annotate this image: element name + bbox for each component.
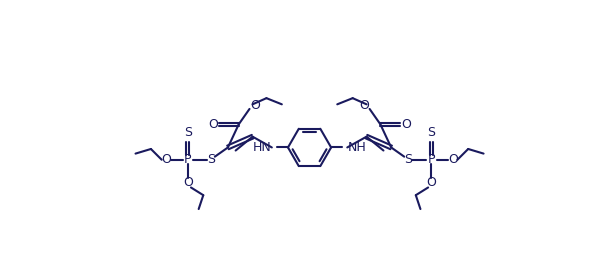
Text: O: O <box>208 118 218 131</box>
Text: O: O <box>183 176 193 189</box>
Text: S: S <box>404 153 412 166</box>
Text: S: S <box>427 126 435 139</box>
Text: P: P <box>184 153 191 166</box>
Text: O: O <box>161 153 172 166</box>
Text: HN: HN <box>253 141 272 154</box>
Text: NH: NH <box>347 141 366 154</box>
Text: O: O <box>448 153 458 166</box>
Text: S: S <box>207 153 215 166</box>
Text: S: S <box>184 126 192 139</box>
Text: O: O <box>426 176 436 189</box>
Text: O: O <box>359 99 369 112</box>
Text: O: O <box>401 118 411 131</box>
Text: P: P <box>428 153 435 166</box>
Text: O: O <box>250 99 260 112</box>
